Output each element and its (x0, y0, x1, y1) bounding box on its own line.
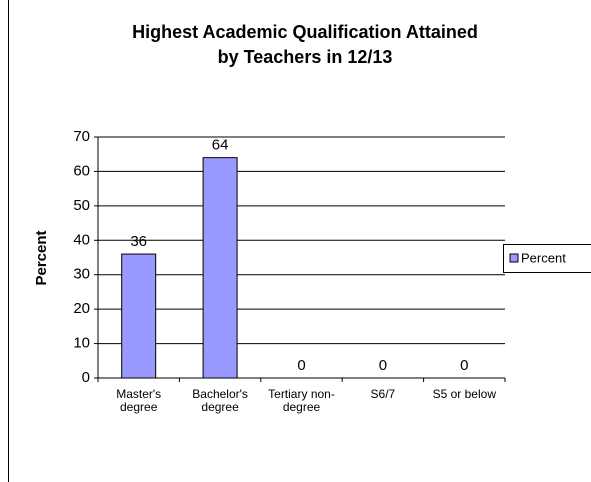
chart-title: by Teachers in 12/13 (218, 47, 393, 67)
y-tick-label: 20 (73, 300, 90, 317)
x-tick-label: S5 or below (432, 387, 496, 401)
x-tick-label: Master's degree (116, 387, 162, 414)
y-tick-label: 10 (73, 335, 90, 352)
x-tick-label: Tertiary non-degree (268, 387, 335, 414)
value-label: 0 (460, 357, 468, 374)
legend-swatch (509, 253, 519, 263)
y-tick-label: 0 (82, 369, 90, 386)
value-label: 0 (297, 357, 305, 374)
x-tick-label: Bachelor's degree (192, 387, 248, 414)
y-tick-label: 70 (73, 128, 90, 145)
value-label: 64 (212, 137, 229, 154)
legend-label: Percent (521, 250, 566, 265)
chart-title: Highest Academic Qualification Attained (132, 22, 478, 42)
x-tick-label: S6/7 (370, 387, 396, 401)
y-tick-label: 60 (73, 162, 90, 179)
value-label: 36 (130, 233, 147, 250)
bar (121, 253, 157, 379)
y-axis-label: Percent (33, 230, 50, 285)
y-tick-label: 50 (73, 197, 90, 214)
y-tick-label: 40 (73, 231, 90, 248)
y-tick-label: 30 (73, 266, 90, 283)
value-label: 0 (379, 357, 387, 374)
bar (202, 157, 238, 379)
